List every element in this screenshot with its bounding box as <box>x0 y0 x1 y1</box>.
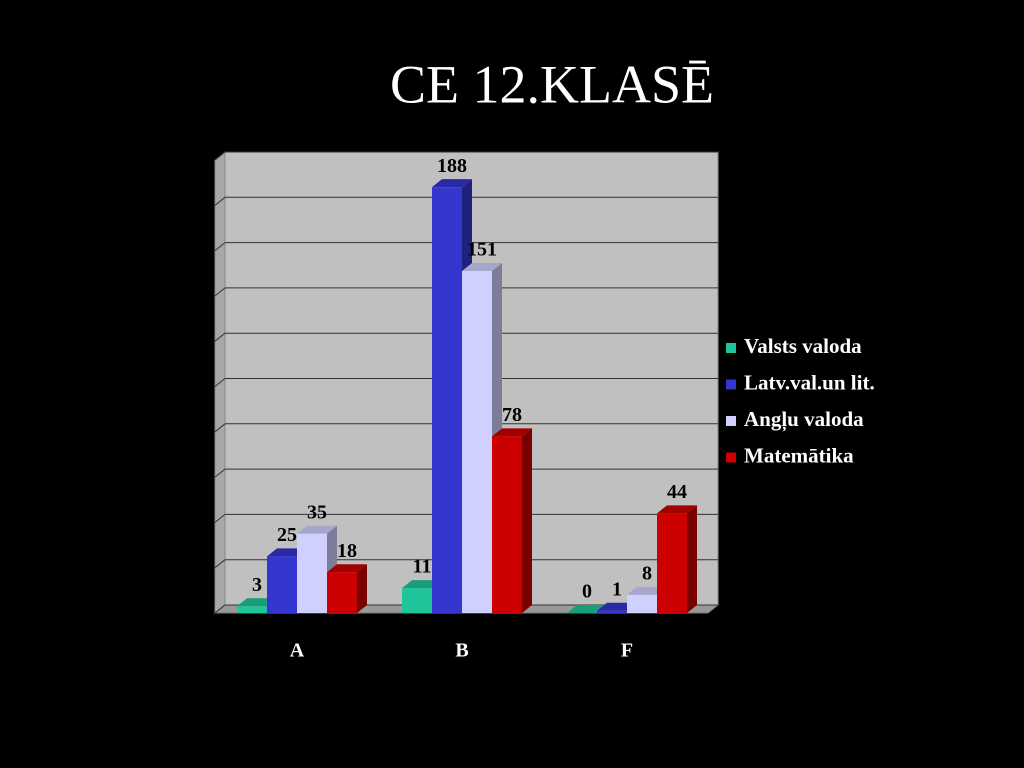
x-tick-label: F <box>621 640 633 662</box>
bar-face <box>597 610 627 613</box>
grid-line <box>214 604 226 614</box>
bar-face <box>402 588 432 613</box>
grid-line <box>214 196 226 206</box>
bar <box>297 525 337 613</box>
legend-label: Latv.val.un lit. <box>744 370 875 394</box>
bar-face <box>237 606 267 613</box>
data-label: 18 <box>337 540 357 562</box>
grid-line <box>214 287 226 297</box>
grid-line <box>214 151 226 161</box>
bar-face <box>297 533 327 613</box>
grid-line <box>214 559 226 569</box>
bar-face <box>462 262 502 271</box>
data-label: 11 <box>413 556 432 578</box>
bar-face <box>687 505 697 613</box>
bar-face <box>522 428 532 613</box>
bar <box>327 564 367 613</box>
bar-face <box>492 436 522 613</box>
bar-face <box>297 525 337 534</box>
bar-face <box>627 594 657 613</box>
legend-label: Valsts valoda <box>744 334 862 358</box>
bar-face <box>462 270 492 613</box>
bar-face <box>657 505 697 514</box>
bar-face <box>267 556 297 613</box>
bar-face <box>327 564 367 573</box>
bar-face <box>432 179 472 188</box>
bar-face <box>492 428 532 437</box>
grid-line <box>214 332 226 342</box>
legend-swatch <box>726 452 736 463</box>
data-label: 188 <box>437 155 467 177</box>
grid-line <box>214 242 226 251</box>
data-label: 25 <box>277 524 297 546</box>
x-tick-label: B <box>455 640 468 662</box>
bar <box>657 505 697 613</box>
legend-swatch <box>726 379 736 390</box>
data-label: 1 <box>612 578 622 600</box>
bar <box>492 428 532 613</box>
bar-face <box>327 572 357 613</box>
chart-title: CE 12.KLASĒ <box>390 54 714 114</box>
grid-line <box>214 468 226 478</box>
legend-label: Matemātika <box>744 443 854 467</box>
data-label: 78 <box>502 404 522 426</box>
data-label: 8 <box>642 562 652 584</box>
data-label: 3 <box>252 574 262 596</box>
grid-line <box>214 514 226 523</box>
bar-face <box>432 187 462 613</box>
data-label: 44 <box>667 481 687 503</box>
x-tick-label: A <box>290 640 305 662</box>
data-label: 35 <box>307 501 327 523</box>
data-label: 0 <box>582 581 592 603</box>
bar-face <box>357 564 367 613</box>
grid-line <box>214 378 226 387</box>
legend-swatch <box>726 416 736 426</box>
data-label: 151 <box>467 239 497 261</box>
legend-swatch <box>726 343 736 353</box>
grid-line <box>214 423 226 433</box>
legend-label: Angļu valoda <box>744 407 864 432</box>
bar-face <box>657 513 687 613</box>
